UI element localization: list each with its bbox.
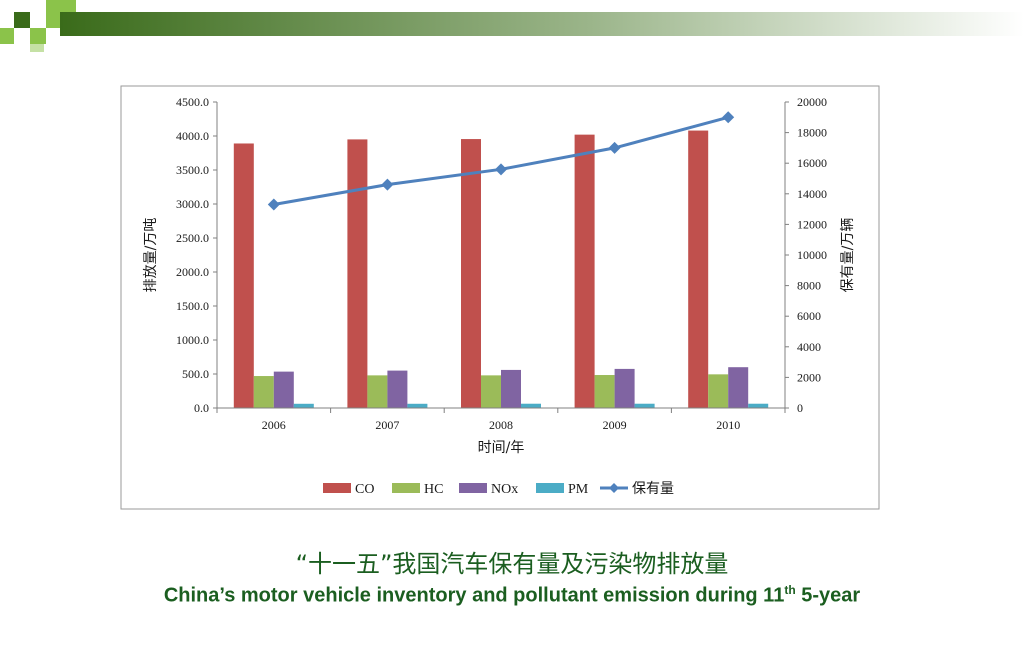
- legend-label: HC: [424, 482, 443, 497]
- y-tick-label: 0.0: [194, 401, 209, 415]
- bar-pm-2007: [407, 403, 428, 408]
- line-point-2007: [381, 178, 394, 191]
- y-tick-label: 2000.0: [176, 265, 209, 279]
- bar-hc-2006: [253, 376, 274, 408]
- x-axis: 2006 2007 2008 2009 2010: [216, 408, 786, 432]
- y2-tick-label: 2000: [797, 370, 821, 384]
- y2-tick-label: 14000: [797, 187, 827, 201]
- caption-english-main: China’s motor vehicle inventory and poll…: [163, 584, 785, 607]
- line-point-2006: [267, 198, 280, 211]
- bar-co-2008: [461, 139, 481, 408]
- legend: CO HC NOx PM 保有量: [323, 481, 674, 497]
- bar-hc-2008: [481, 375, 501, 408]
- header-decoration: [0, 0, 1024, 52]
- x-tick-label: 2008: [489, 418, 513, 432]
- y2-tick-label: 12000: [797, 217, 827, 231]
- line-series: [267, 111, 735, 211]
- y2-tick-label: 16000: [797, 156, 827, 170]
- y2-tick-label: 8000: [797, 279, 821, 293]
- bar-co-2009: [574, 134, 595, 408]
- bar-pm-2008: [521, 403, 541, 408]
- y2-tick-label: 20000: [797, 95, 827, 109]
- y-tick-label: 1500.0: [176, 299, 209, 313]
- legend-swatch-marker: [609, 483, 619, 493]
- bar-nox-2007: [387, 370, 408, 408]
- legend-label: PM: [568, 482, 589, 497]
- caption-chinese: “十一五”我国汽车保有量及污染物排放量: [295, 550, 729, 578]
- bar-series: [233, 130, 769, 409]
- y-axis-title: 排放量/万吨: [143, 218, 159, 293]
- right-axis: 0 2000 4000 6000 8000 10000 12000 14000 16000 180…: [785, 95, 827, 415]
- legend-swatch-pm: [536, 483, 564, 493]
- bar-nox-2006: [273, 371, 294, 408]
- x-tick-label: 2009: [603, 418, 627, 432]
- x-tick-label: 2010: [716, 418, 740, 432]
- bar-hc-2009: [594, 375, 615, 408]
- y-tick-label: 4500.0: [176, 95, 209, 109]
- y-tick-label: 2500.0: [176, 231, 209, 245]
- legend-label: CO: [355, 482, 374, 497]
- y-tick-label: 4000.0: [176, 129, 209, 143]
- y2-axis-title: 保有量/万辆: [840, 218, 856, 293]
- header-square: [0, 28, 14, 44]
- bar-pm-2006: [293, 403, 314, 408]
- y-tick-label: 1000.0: [176, 333, 209, 347]
- bar-nox-2008: [501, 369, 521, 408]
- left-axis: 0.0 500.0 1000.0 1500.0 2000.0 2500.0 3000.0 35…: [176, 95, 217, 415]
- x-axis-title: 时间/年: [478, 440, 525, 456]
- bar-hc-2007: [367, 375, 388, 408]
- caption-english-sup: th: [784, 583, 796, 597]
- y2-tick-label: 4000: [797, 340, 821, 354]
- x-tick-label: 2006: [262, 418, 286, 432]
- header-square: [46, 0, 76, 12]
- bar-co-2006: [233, 143, 254, 409]
- bar-nox-2009: [614, 368, 635, 408]
- bar-co-2007: [347, 139, 368, 408]
- y2-tick-label: 10000: [797, 248, 827, 262]
- bar-nox-2010: [728, 367, 749, 408]
- legend-swatch-nox: [459, 483, 487, 493]
- header-banner: [60, 12, 1024, 36]
- y-tick-label: 3000.0: [176, 197, 209, 211]
- emission-chart: 0.0 500.0 1000.0 1500.0 2000.0 2500.0 3000.0 35…: [120, 85, 880, 510]
- legend-label: 保有量: [632, 481, 674, 497]
- legend-label: NOx: [491, 482, 518, 497]
- line-point-2009: [608, 141, 621, 154]
- header-square: [30, 44, 44, 52]
- y-tick-label: 3500.0: [176, 163, 209, 177]
- x-tick-label: 2007: [375, 418, 399, 432]
- header-square: [14, 12, 30, 28]
- y-tick-label: 500.0: [182, 367, 209, 381]
- caption-english: China’s motor vehicle inventory and poll…: [0, 583, 1024, 608]
- legend-swatch-hc: [392, 483, 420, 493]
- y2-tick-label: 0: [797, 401, 803, 415]
- line-point-2010: [722, 111, 735, 124]
- line-point-2008: [495, 163, 507, 176]
- bar-hc-2010: [708, 374, 729, 408]
- header-square: [46, 12, 60, 28]
- y2-tick-label: 18000: [797, 126, 827, 140]
- legend-swatch-co: [323, 483, 351, 493]
- y2-tick-label: 6000: [797, 309, 821, 323]
- bar-co-2010: [688, 130, 709, 408]
- bar-pm-2009: [634, 403, 655, 408]
- header-square: [30, 28, 46, 44]
- bar-pm-2010: [748, 403, 769, 408]
- caption-english-tail: 5-year: [795, 584, 861, 607]
